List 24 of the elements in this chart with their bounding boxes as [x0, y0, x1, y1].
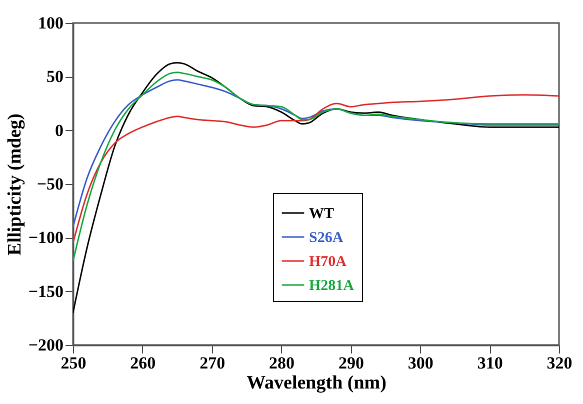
x-tick-label: 310 — [477, 354, 503, 372]
x-tick-label: 250 — [60, 354, 86, 372]
legend-label: S26A — [309, 230, 344, 246]
y-tick-label: −150 — [28, 282, 64, 301]
y-tick-label: −100 — [28, 228, 64, 248]
legend-label: WT — [309, 206, 334, 222]
line-series — [73, 79, 559, 228]
x-tick-label: 320 — [546, 354, 572, 372]
x-tick-label: 270 — [200, 354, 226, 372]
legend-label: H281A — [309, 278, 354, 294]
y-tick-label: 0 — [55, 120, 64, 140]
y-axis-title: Ellipticity (mdeg) — [4, 114, 26, 256]
line-series — [73, 94, 559, 244]
x-tick-label: 300 — [408, 354, 434, 372]
y-tick-label: −200 — [28, 336, 64, 354]
x-tick-label: 290 — [338, 354, 364, 372]
x-axis-title: Wavelength (nm) — [246, 372, 386, 394]
x-tick-label: 280 — [269, 354, 295, 372]
y-tick-label: −50 — [36, 174, 64, 194]
legend-label: H70A — [309, 254, 347, 270]
line-series — [73, 62, 559, 314]
x-tick-label: 260 — [130, 354, 156, 372]
y-tick-label: 50 — [46, 67, 64, 86]
y-tick-label: 100 — [38, 14, 64, 32]
